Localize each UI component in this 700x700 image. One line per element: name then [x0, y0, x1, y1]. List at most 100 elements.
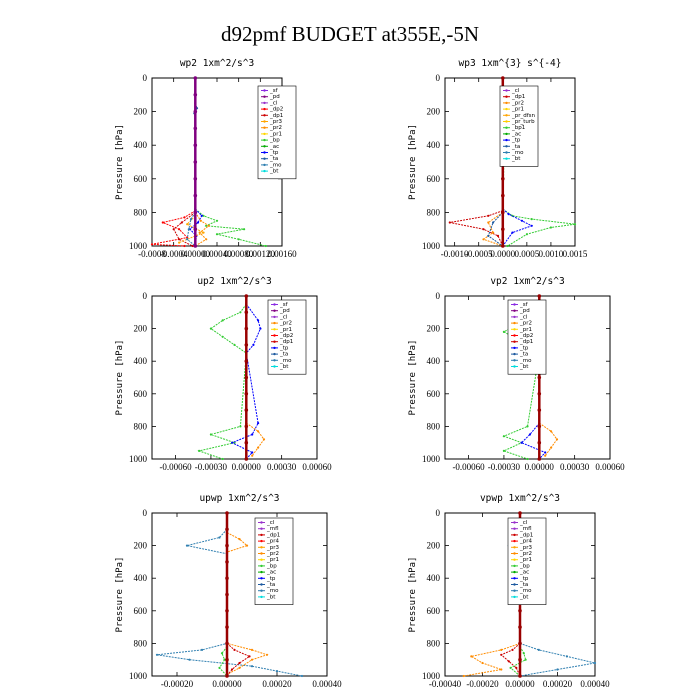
- series-point: [225, 527, 229, 532]
- series-point: [262, 438, 266, 441]
- series-point: [530, 224, 533, 227]
- series-point: [257, 446, 260, 449]
- series-point: [196, 221, 200, 224]
- y-tick-label: 400: [427, 356, 441, 366]
- series-point: [244, 343, 249, 347]
- series-point: [300, 674, 304, 678]
- series-point: [183, 216, 186, 219]
- series-point: [180, 221, 183, 224]
- series-point: [209, 327, 212, 330]
- legend-label: _pr2: [519, 321, 532, 327]
- legend-marker: [505, 101, 508, 105]
- y-axis-label: Pressure [hPa]: [115, 124, 125, 200]
- series-point: [537, 375, 542, 380]
- series-point: [482, 228, 485, 231]
- series-point: [502, 435, 505, 438]
- series-point: [183, 244, 186, 248]
- x-tick-label: 0.0015: [563, 249, 588, 259]
- series-point: [501, 76, 505, 80]
- legend-marker: [513, 309, 516, 312]
- legend-marker: [513, 533, 516, 537]
- legend-marker: [273, 303, 276, 306]
- legend-label: _bp: [269, 138, 280, 144]
- legend-marker: [263, 114, 266, 117]
- series-point: [250, 665, 254, 668]
- series-point: [193, 126, 198, 131]
- legend-label: _mo: [519, 588, 532, 594]
- x-tick-label: -0.00020: [466, 679, 499, 689]
- legend-box: [267, 299, 307, 375]
- legend-marker: [260, 539, 263, 543]
- legend-marker: [260, 521, 263, 524]
- y-tick-label: 600: [427, 606, 441, 616]
- legend-marker: [513, 365, 516, 368]
- legend-marker: [505, 138, 508, 142]
- legend-marker: [263, 157, 266, 160]
- series-point: [525, 233, 529, 236]
- legend-marker: [263, 120, 266, 123]
- series-point: [244, 392, 249, 396]
- legend-marker: [505, 126, 508, 129]
- legend-marker: [513, 564, 516, 568]
- series-line-_mo: [508, 532, 596, 677]
- panel-vp2: vp2 1xm^2/s^3 0 200 400 600 800 1000 -0.00060 -0…: [408, 276, 625, 472]
- series-point: [251, 433, 254, 436]
- series-point: [500, 653, 503, 656]
- legend-marker: [513, 527, 516, 530]
- y-tick-label: 0: [143, 291, 148, 301]
- legend-label: _pr1: [269, 131, 282, 137]
- legend-label: _cl: [519, 314, 528, 320]
- x-tick-label: -0.0008: [138, 249, 166, 259]
- series-point: [225, 560, 229, 564]
- legend-marker: [263, 89, 266, 92]
- series-point: [193, 227, 198, 231]
- legend-marker: [273, 328, 276, 331]
- legend-marker: [505, 132, 508, 136]
- y-tick-label: 400: [427, 140, 441, 150]
- y-tick-label: 600: [134, 174, 148, 184]
- series-point: [193, 160, 198, 164]
- series-point: [518, 674, 522, 678]
- y-tick-label: 600: [427, 389, 441, 399]
- legend-marker: [513, 328, 516, 331]
- y-tick-label: 0: [436, 291, 441, 301]
- series-point: [225, 543, 229, 548]
- x-tick-label: 0.00000: [212, 679, 242, 689]
- legend-label: _ac: [269, 144, 279, 150]
- series-point: [520, 219, 524, 222]
- panel-title: vpwp 1xm^2/s^3: [480, 493, 560, 504]
- series-point: [526, 425, 529, 428]
- legend-box: [257, 85, 297, 180]
- series-point: [200, 648, 204, 652]
- legend-label: _pr3: [266, 545, 280, 551]
- series-point: [487, 221, 490, 224]
- series-point: [501, 210, 505, 215]
- legend-marker: [513, 539, 516, 543]
- legend-label: _pr3: [269, 119, 283, 125]
- series-point: [251, 454, 254, 457]
- series-point: [502, 449, 505, 452]
- legend-marker: [513, 352, 516, 356]
- series-point: [482, 238, 485, 241]
- y-tick-label: 1000: [422, 671, 441, 681]
- series-point: [496, 234, 500, 237]
- series-point: [507, 660, 510, 663]
- legend-marker: [260, 583, 263, 586]
- legend-label: _ta: [279, 352, 288, 358]
- series-point: [555, 438, 559, 441]
- legend-marker: [513, 359, 516, 362]
- legend-marker: [273, 340, 276, 343]
- y-tick-label: 800: [427, 207, 441, 217]
- series-point: [501, 227, 505, 231]
- legend-label: _tp: [519, 345, 529, 351]
- series-point: [225, 576, 229, 580]
- series-point: [221, 319, 224, 322]
- legend-marker: [260, 577, 263, 580]
- series-point: [528, 433, 532, 436]
- series-point: [530, 218, 533, 221]
- series-point: [251, 451, 254, 454]
- series-point: [199, 219, 202, 222]
- series-point: [244, 294, 249, 298]
- legend-marker: [513, 315, 516, 319]
